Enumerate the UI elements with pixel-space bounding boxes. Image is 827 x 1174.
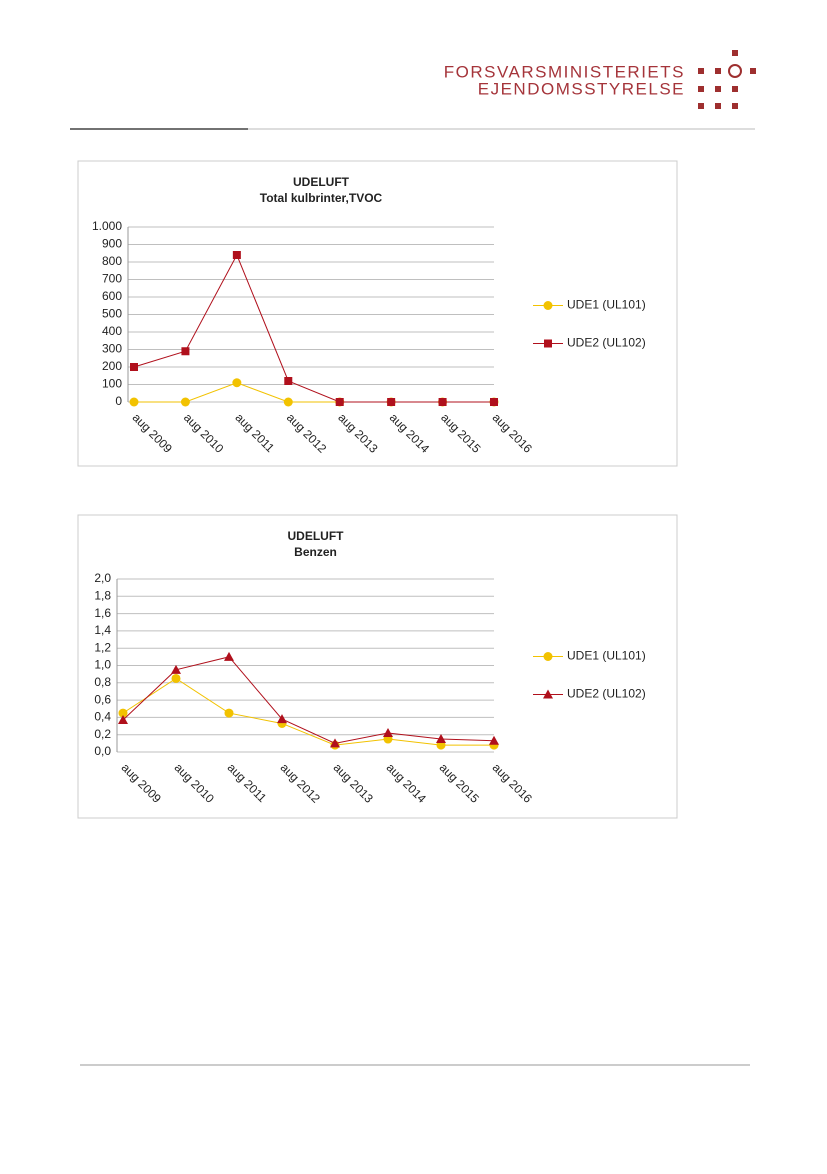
marker bbox=[330, 738, 340, 748]
series bbox=[130, 251, 498, 406]
y-tick-label: 0,0 bbox=[94, 744, 111, 758]
y-tick-label: 0,6 bbox=[94, 692, 111, 706]
y-tick-label: 0,4 bbox=[94, 710, 111, 724]
marker bbox=[180, 397, 190, 407]
y-tick-label: 800 bbox=[102, 254, 122, 268]
y-tick-label: 500 bbox=[102, 307, 122, 321]
chart-title: UDELUFT bbox=[293, 175, 350, 189]
series bbox=[118, 651, 499, 748]
marker bbox=[130, 363, 138, 371]
legend-label: UDE1 (UL101) bbox=[567, 649, 646, 663]
marker bbox=[387, 398, 396, 406]
legend-marker bbox=[543, 301, 553, 310]
y-tick-label: 100 bbox=[102, 377, 122, 391]
logo bbox=[698, 50, 756, 109]
legend-marker bbox=[543, 652, 553, 661]
marker bbox=[232, 378, 242, 388]
series-line bbox=[122, 656, 495, 744]
marker bbox=[181, 347, 190, 356]
marker bbox=[335, 398, 344, 406]
legend-label: UDE2 (UL102) bbox=[567, 687, 646, 701]
marker bbox=[284, 377, 293, 385]
marker bbox=[118, 708, 128, 718]
marker bbox=[490, 398, 498, 406]
legend-label: UDE2 (UL102) bbox=[567, 336, 646, 350]
marker bbox=[224, 651, 234, 661]
y-tick-label: 0 bbox=[115, 394, 122, 408]
marker bbox=[232, 251, 241, 259]
legend-label: UDE1 (UL101) bbox=[567, 298, 646, 312]
y-tick-label: 2,0 bbox=[94, 571, 111, 585]
marker bbox=[118, 714, 128, 724]
y-tick-label: 1,6 bbox=[94, 606, 111, 620]
org-name: FORSVARSMINISTERIETS bbox=[444, 62, 685, 81]
chart-frame bbox=[77, 160, 678, 467]
y-tick-label: 400 bbox=[102, 324, 122, 338]
y-tick-label: 1,2 bbox=[94, 640, 111, 654]
y-tick-label: 0,8 bbox=[94, 675, 111, 689]
y-tick-label: 1,8 bbox=[94, 588, 111, 602]
marker bbox=[224, 708, 234, 718]
org-name: EJENDOMSSTYRELSE bbox=[478, 79, 685, 98]
chart-subtitle: Benzen bbox=[294, 545, 337, 559]
series-line bbox=[122, 677, 494, 746]
y-tick-label: 0,2 bbox=[94, 727, 111, 741]
chart-subtitle: Total kulbrinter,TVOC bbox=[260, 191, 383, 205]
marker bbox=[171, 673, 181, 683]
y-tick-label: 200 bbox=[102, 359, 122, 373]
legend-marker bbox=[544, 339, 552, 348]
y-tick-label: 1,0 bbox=[94, 658, 111, 672]
marker bbox=[277, 714, 287, 724]
y-tick-label: 700 bbox=[102, 272, 122, 286]
y-tick-label: 900 bbox=[102, 237, 122, 251]
marker bbox=[438, 398, 447, 406]
y-tick-label: 300 bbox=[102, 342, 122, 356]
marker bbox=[383, 727, 393, 737]
y-tick-label: 600 bbox=[102, 289, 122, 303]
marker bbox=[489, 735, 499, 745]
marker bbox=[283, 397, 293, 407]
y-tick-label: 1,4 bbox=[94, 623, 111, 637]
chart-frame bbox=[77, 514, 678, 819]
marker bbox=[171, 664, 181, 674]
legend-marker bbox=[543, 689, 553, 699]
marker bbox=[436, 734, 446, 744]
series-line bbox=[133, 253, 494, 403]
chart-title: UDELUFT bbox=[288, 529, 345, 543]
marker bbox=[129, 397, 139, 407]
y-tick-label: 1.000 bbox=[92, 219, 122, 233]
